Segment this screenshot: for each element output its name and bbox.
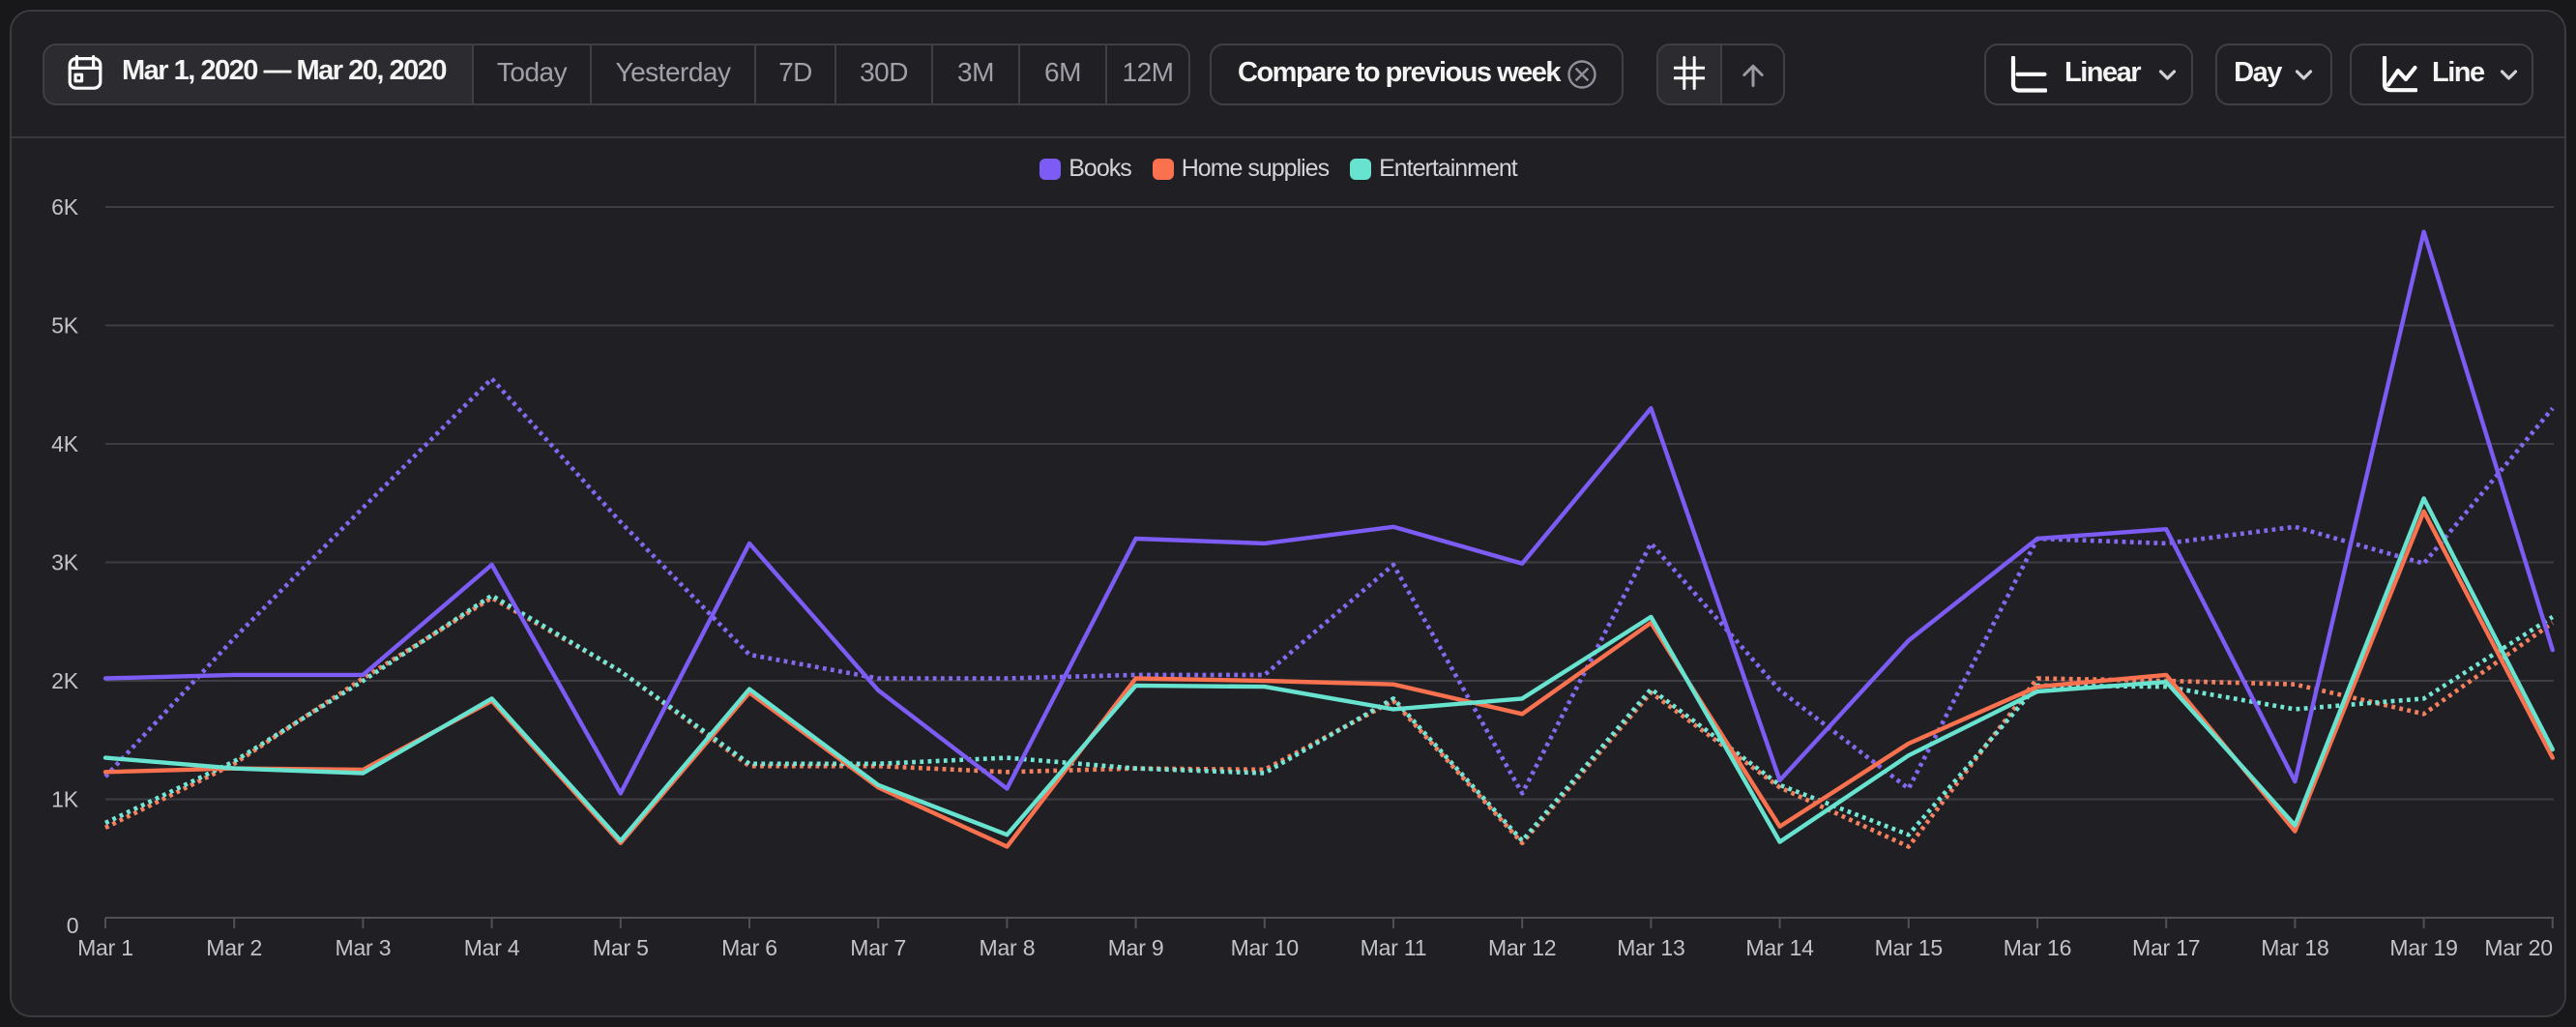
- svg-text:Mar 3: Mar 3: [336, 935, 392, 960]
- svg-text:Mar 9: Mar 9: [1108, 935, 1164, 960]
- svg-text:Mar 10: Mar 10: [1231, 935, 1299, 960]
- svg-text:Mar 12: Mar 12: [1488, 935, 1556, 960]
- svg-text:Mar 1: Mar 1: [77, 935, 133, 960]
- svg-text:2K: 2K: [51, 668, 79, 693]
- svg-text:1K: 1K: [51, 787, 79, 812]
- svg-text:Mar 14: Mar 14: [1745, 935, 1814, 960]
- svg-text:Mar 6: Mar 6: [721, 935, 777, 960]
- svg-text:3K: 3K: [51, 550, 79, 575]
- svg-text:Mar 11: Mar 11: [1361, 935, 1427, 960]
- svg-text:Mar 16: Mar 16: [2004, 935, 2071, 960]
- svg-text:Mar 8: Mar 8: [980, 935, 1036, 960]
- svg-text:4K: 4K: [51, 431, 79, 456]
- svg-text:0: 0: [67, 913, 79, 938]
- svg-text:Mar 18: Mar 18: [2261, 935, 2328, 960]
- svg-text:Mar 4: Mar 4: [464, 935, 520, 960]
- svg-text:Mar 2: Mar 2: [206, 935, 262, 960]
- svg-text:Mar 13: Mar 13: [1617, 935, 1684, 960]
- svg-text:6K: 6K: [51, 194, 79, 220]
- svg-text:5K: 5K: [51, 313, 79, 338]
- svg-text:Mar 20: Mar 20: [2484, 935, 2552, 960]
- svg-text:Mar 5: Mar 5: [593, 935, 649, 960]
- svg-text:Mar 7: Mar 7: [850, 935, 906, 960]
- svg-text:Mar 15: Mar 15: [1875, 935, 1943, 960]
- svg-text:Mar 19: Mar 19: [2389, 935, 2457, 960]
- svg-text:Mar 17: Mar 17: [2132, 935, 2200, 960]
